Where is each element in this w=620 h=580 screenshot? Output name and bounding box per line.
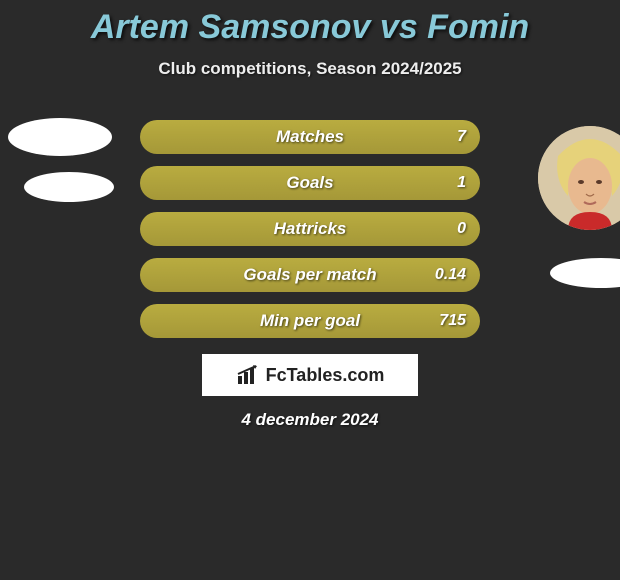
left-avatar-placeholder-bottom xyxy=(24,172,114,202)
stat-value-right: 0.14 xyxy=(435,266,466,284)
stat-value-right: 1 xyxy=(457,174,466,192)
stat-label: Goals per match xyxy=(243,265,376,285)
stat-bar: Min per goal 715 xyxy=(140,304,480,338)
avatar-face-graphic xyxy=(538,126,620,230)
right-ellipse-placeholder xyxy=(550,258,620,288)
stat-value-right: 0 xyxy=(457,220,466,238)
stat-bar: Hattricks 0 xyxy=(140,212,480,246)
logo-text: FcTables.com xyxy=(266,365,385,386)
stats-bars: Matches 7 Goals 1 Hattricks 0 Goals per … xyxy=(140,120,480,350)
stat-label: Goals xyxy=(286,173,333,193)
chart-icon xyxy=(236,364,262,386)
stat-value-right: 715 xyxy=(439,312,466,330)
left-avatar-placeholder-top xyxy=(8,118,112,156)
stat-label: Hattricks xyxy=(274,219,347,239)
stat-bar: Goals 1 xyxy=(140,166,480,200)
stat-label: Min per goal xyxy=(260,311,360,331)
right-avatar xyxy=(538,126,620,230)
subtitle: Club competitions, Season 2024/2025 xyxy=(0,59,620,79)
page-title: Artem Samsonov vs Fomin xyxy=(0,0,620,47)
fctables-logo: FcTables.com xyxy=(202,354,418,396)
stat-label: Matches xyxy=(276,127,344,147)
stat-value-right: 7 xyxy=(457,128,466,146)
date-text: 4 december 2024 xyxy=(241,410,378,430)
stat-bar: Goals per match 0.14 xyxy=(140,258,480,292)
stat-bar: Matches 7 xyxy=(140,120,480,154)
